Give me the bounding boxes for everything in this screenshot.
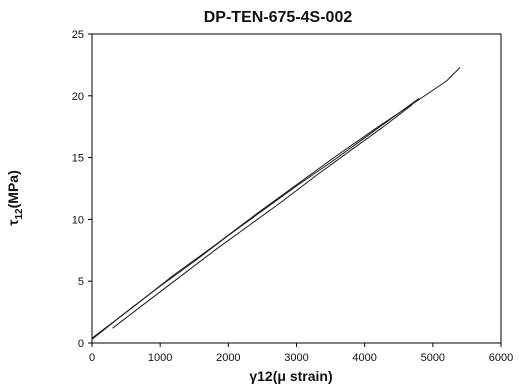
series-layer [91, 67, 461, 340]
x-tick-label: 0 [89, 352, 95, 364]
x-tick-label: 1000 [148, 352, 172, 364]
x-tick-label: 3000 [284, 352, 308, 364]
y-tick-label: 10 [72, 214, 84, 226]
y-axis-label-symbol: τ [5, 219, 21, 226]
y-tick-label: 15 [72, 153, 84, 165]
y-axis-label-subscript: 12 [14, 208, 25, 220]
chart-title: DP-TEN-675-4S-002 [204, 9, 353, 26]
series-line-1 [91, 97, 420, 340]
y-tick-label: 0 [78, 338, 84, 350]
x-axis-label: γ12(μ strain) [249, 368, 332, 384]
y-axis-label-unit: (MPa) [5, 170, 21, 208]
y-tick-label: 5 [78, 276, 84, 288]
y-tick-label: 20 [72, 91, 84, 103]
x-tick-label: 6000 [489, 352, 513, 364]
x-tick-label: 5000 [421, 352, 445, 364]
y-axis-label: τ12(MPa) [5, 170, 25, 226]
series-line-2 [112, 104, 413, 329]
x-tick-label: 4000 [352, 352, 376, 364]
x-tick-label: 2000 [216, 352, 240, 364]
y-tick-label: 25 [72, 29, 84, 41]
axis-ticks: 0 1000 2000 3000 4000 5000 6000 0 5 10 15 20 25 [72, 29, 513, 364]
series-line-3 [91, 67, 461, 339]
